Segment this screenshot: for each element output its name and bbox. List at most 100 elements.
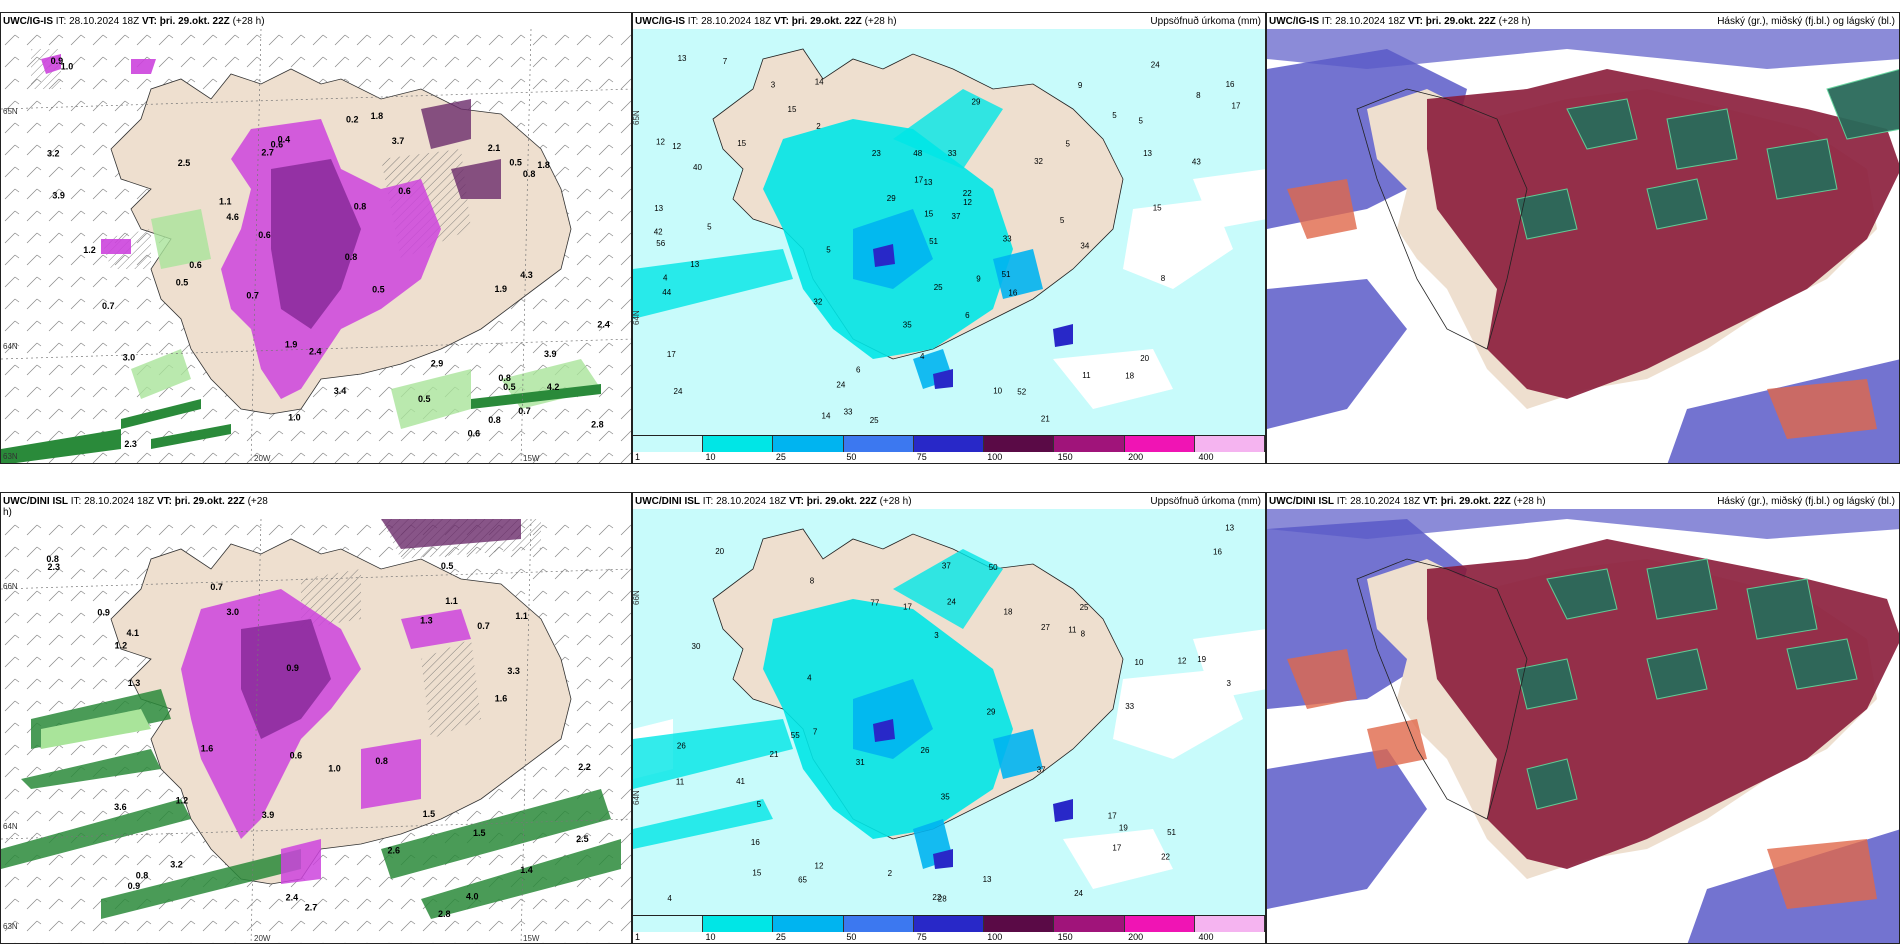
value-label: 1.1 [219, 196, 232, 206]
value-label: 3.6 [114, 802, 127, 812]
value-label: 13 [1225, 524, 1234, 533]
value-label: 2.8 [438, 909, 451, 919]
value-label: 21 [1041, 415, 1050, 424]
legend-tick: 75 [916, 452, 927, 462]
value-label: 17 [903, 603, 912, 612]
value-label: 1.0 [288, 412, 301, 422]
value-label: 0.7 [518, 406, 531, 416]
value-label: 1.4 [520, 865, 533, 875]
value-label: 8 [1161, 274, 1166, 283]
value-label: 24 [1074, 889, 1083, 898]
value-label: 0.5 [372, 284, 385, 294]
value-label: 3.7 [392, 136, 405, 146]
value-label: 9 [976, 275, 981, 284]
value-label: 77 [870, 599, 879, 608]
value-label: 0.9 [286, 663, 299, 673]
value-label: 19 [1119, 823, 1128, 832]
map-dini-clouds [1267, 509, 1899, 943]
value-label: 1.6 [201, 744, 214, 754]
value-label: 32 [813, 298, 822, 307]
value-label: 4.2 [547, 382, 560, 392]
legend-ticks: 1 10 25 50 75 100 150 200 400 [633, 932, 1265, 943]
value-label: 16 [1213, 547, 1222, 556]
value-label: 1.2 [115, 641, 128, 651]
value-label: 23 [872, 149, 881, 158]
value-label: 2.9 [431, 359, 444, 369]
value-label: 4 [667, 894, 672, 903]
value-label: 24 [947, 598, 956, 607]
value-label: 15 [1153, 204, 1162, 213]
value-label: 56 [656, 239, 665, 248]
map-dini-precip: 66N 64N 63N 20W 15W 0.6 1.3 2.2 1.6 0.9 1.5 3.… [1, 519, 631, 943]
value-label: 5 [826, 246, 831, 255]
value-label: 4.1 [127, 628, 140, 638]
value-label: 29 [972, 98, 981, 107]
value-label: 2.7 [305, 903, 318, 913]
value-label: 0.6 [258, 230, 271, 240]
legend-tick: 100 [987, 932, 1003, 942]
lon-label: 15W [523, 934, 540, 943]
lat-label: 64N [3, 342, 18, 351]
legend-swatch [1194, 916, 1265, 932]
value-label: 3.2 [47, 148, 60, 158]
value-label: 17 [1108, 812, 1117, 821]
value-label: 16 [751, 838, 760, 847]
legend-swatch [843, 916, 914, 932]
value-label: 10 [993, 387, 1002, 396]
value-label: 0.5 [176, 277, 189, 287]
value-label: 6 [965, 311, 970, 320]
value-label: 29 [887, 194, 896, 203]
value-label: 21 [770, 750, 779, 759]
value-label: 24 [674, 387, 683, 396]
value-label: 18 [1125, 372, 1134, 381]
panel-title-right: Háský (gr.), miðský (fj.bl.) og lágský (… [1717, 496, 1895, 507]
legend-swatch [1054, 916, 1125, 932]
map-ig-precip: 65N 64N 63N 20W 15W 0.70.60.41.82.33.42.… [1, 29, 631, 463]
value-label: 27 [1041, 623, 1050, 632]
value-label: 44 [662, 288, 671, 297]
value-label: 12 [672, 142, 681, 151]
value-label: 3 [1227, 679, 1232, 688]
legend-tick: 200 [1128, 932, 1144, 942]
value-label: 0.7 [102, 301, 115, 311]
value-label: 16 [1008, 288, 1017, 297]
precip-legend: 1 10 25 50 75 100 150 200 400 [633, 435, 1265, 463]
value-label: 3.0 [123, 353, 136, 363]
value-label: 4 [920, 352, 925, 361]
legend-swatch [913, 436, 985, 452]
panel-title: UWC/DINI ISL IT: 28.10.2024 18Z VT: þri.… [1269, 496, 1546, 507]
legend-tick: 25 [775, 932, 786, 942]
value-label: 10 [1135, 658, 1144, 667]
value-label: 13 [924, 178, 933, 187]
value-label: 2 [816, 122, 821, 131]
value-label: 0.8 [345, 252, 358, 262]
panel-ig-precip-wind: UWC/IG-IS IT: 28.10.2024 18Z VT: þri. 29… [0, 12, 632, 464]
value-label: 25 [1080, 603, 1089, 612]
value-label: 8 [810, 576, 815, 585]
legend-swatch [633, 436, 704, 452]
value-label: 7 [723, 57, 728, 66]
legend-swatch [633, 916, 704, 932]
value-label: 13 [678, 54, 687, 63]
value-label: 17 [667, 350, 676, 359]
lon-label: 20W [254, 934, 271, 943]
value-label: 26 [677, 742, 686, 751]
value-label: 20 [715, 547, 724, 556]
value-label: 3.9 [52, 190, 65, 200]
value-label: 34 [1080, 242, 1089, 251]
value-label: 1.0 [61, 62, 74, 72]
value-label: 18 [1004, 608, 1013, 617]
value-label: 0.8 [488, 415, 501, 425]
precip-labels: 0.6 1.3 2.2 1.6 0.9 1.5 3.2 4.0 3.9 2.6 2.5 2.4 1.5 2… [46, 554, 590, 919]
value-label: 33 [1125, 702, 1134, 711]
legend-swatch [843, 436, 914, 452]
value-label: 12 [1178, 656, 1187, 665]
legend-swatch [703, 436, 774, 452]
legend-swatch [773, 916, 844, 932]
value-label: 1.5 [473, 828, 486, 838]
legend-ticks: 1 10 25 50 75 100 150 200 400 [633, 452, 1265, 463]
panel-title: UWC/IG-IS IT: 28.10.2024 18Z VT: þri. 29… [1269, 16, 1531, 27]
value-label: 0.9 [128, 881, 141, 891]
value-label: 2 [888, 869, 893, 878]
value-label: 26 [921, 746, 930, 755]
